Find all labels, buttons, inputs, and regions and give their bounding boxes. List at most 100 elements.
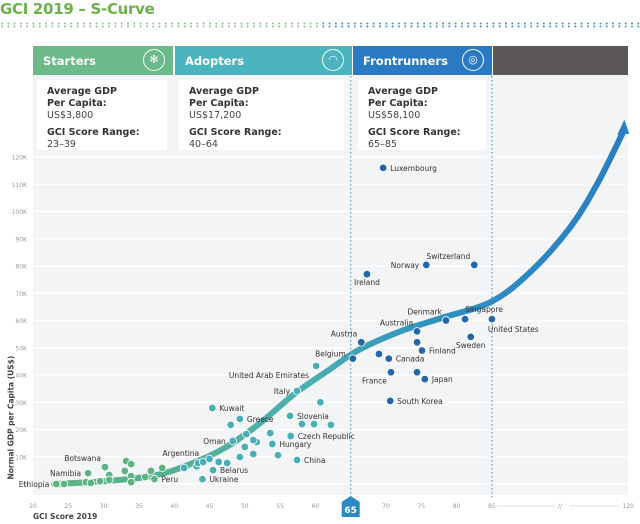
data-point bbox=[273, 450, 283, 460]
divider-dot bbox=[32, 25, 35, 28]
point-label: Switzerland bbox=[427, 252, 471, 261]
divider-dot bbox=[19, 25, 22, 28]
divider-dot bbox=[208, 22, 211, 25]
divider-dot bbox=[114, 25, 117, 28]
data-point bbox=[226, 420, 235, 430]
divider-dot bbox=[353, 25, 356, 28]
data-point bbox=[83, 468, 93, 478]
x-tick-label: 45 bbox=[206, 503, 214, 510]
divider-dot bbox=[177, 22, 180, 25]
divider-dot bbox=[517, 25, 520, 28]
divider-dot bbox=[227, 25, 230, 28]
stage-info-adopters: Average GDP Per Capita: US$17,200 GCI Scor… bbox=[179, 80, 344, 150]
divider-dot bbox=[379, 25, 381, 28]
data-point bbox=[120, 466, 129, 476]
divider-dot bbox=[416, 25, 419, 28]
data-point bbox=[285, 411, 295, 421]
y-tick-label: 0 bbox=[23, 482, 27, 489]
divider-dot bbox=[322, 22, 325, 25]
divider-dot bbox=[202, 22, 205, 25]
divider-dot bbox=[70, 22, 73, 25]
divider-dot bbox=[76, 25, 79, 28]
data-point bbox=[126, 459, 136, 469]
y-tick-label: 60K bbox=[15, 318, 28, 325]
x-tick-label: 70 bbox=[382, 503, 390, 510]
divider-dot bbox=[397, 25, 400, 28]
point-label: Slovenia bbox=[297, 412, 329, 421]
divider-dot bbox=[215, 25, 218, 28]
divider-dot bbox=[416, 22, 419, 25]
data-point bbox=[470, 260, 479, 270]
divider-dot bbox=[171, 25, 174, 28]
data-point bbox=[386, 368, 396, 377]
divider-dot bbox=[265, 22, 268, 25]
point-label: Canada bbox=[396, 355, 425, 364]
divider-dot bbox=[448, 25, 451, 28]
divider-dot bbox=[328, 22, 331, 25]
divider-dot bbox=[605, 22, 608, 25]
divider-dot bbox=[57, 25, 60, 28]
x-tick-label: 120 bbox=[622, 503, 634, 510]
y-tick-label: 40K bbox=[15, 373, 28, 380]
divider-dot bbox=[631, 22, 633, 25]
stage-header-frontrunners: Frontrunners ◎ bbox=[353, 46, 492, 75]
divider-dot bbox=[177, 25, 180, 28]
divider-dot bbox=[1, 25, 3, 28]
divider-dot bbox=[278, 22, 281, 25]
divider-dot bbox=[64, 25, 66, 28]
divider-dot bbox=[637, 22, 640, 25]
divider-dot bbox=[586, 25, 589, 28]
divider-dot bbox=[45, 22, 48, 25]
data-point bbox=[292, 455, 302, 465]
divider-dot bbox=[309, 25, 312, 28]
data-point bbox=[420, 374, 430, 384]
divider-dot bbox=[372, 25, 375, 28]
divider-dot bbox=[360, 25, 363, 28]
divider-dot bbox=[536, 22, 539, 25]
divider-dot bbox=[517, 22, 520, 25]
data-point bbox=[146, 466, 156, 476]
divider-dot bbox=[145, 25, 148, 28]
divider-dot bbox=[448, 22, 451, 25]
data-point bbox=[242, 429, 251, 439]
point-label: Singapore bbox=[465, 305, 503, 314]
data-point bbox=[235, 414, 245, 424]
divider-dot bbox=[486, 22, 489, 25]
divider-dot bbox=[171, 22, 174, 25]
data-point bbox=[316, 398, 325, 407]
divider-dot bbox=[328, 25, 331, 28]
divider-dot bbox=[38, 25, 41, 28]
divider-dot bbox=[7, 22, 10, 25]
divider-dot bbox=[13, 25, 16, 28]
data-point bbox=[52, 479, 61, 489]
data-point bbox=[487, 314, 497, 324]
stage-name: Starters bbox=[43, 54, 97, 68]
divider-dot bbox=[202, 25, 205, 28]
divider-dot bbox=[593, 22, 596, 25]
divider-dot bbox=[423, 25, 426, 28]
data-point bbox=[126, 477, 136, 487]
divider-dot bbox=[561, 22, 564, 25]
divider-dot bbox=[208, 25, 211, 28]
divider-dot bbox=[240, 22, 243, 25]
point-label: Luxembourg bbox=[390, 164, 437, 173]
divider-dot bbox=[271, 25, 274, 28]
data-point bbox=[348, 354, 358, 363]
divider-dot bbox=[101, 22, 104, 25]
divider-dot bbox=[429, 22, 432, 25]
data-point bbox=[222, 458, 232, 468]
point-label: Austria bbox=[331, 329, 358, 338]
divider-dot bbox=[145, 22, 148, 25]
data-point bbox=[214, 457, 223, 467]
divider-dot bbox=[429, 25, 432, 28]
point-label: Ireland bbox=[354, 278, 380, 287]
divider-dot bbox=[158, 25, 161, 28]
point-label: Kuwait bbox=[219, 404, 244, 413]
data-point bbox=[150, 474, 159, 484]
divider-dot bbox=[127, 22, 129, 25]
divider-dot bbox=[259, 25, 262, 28]
divider-dot bbox=[505, 22, 507, 25]
divider-dot bbox=[38, 22, 41, 25]
divider-dot bbox=[253, 22, 255, 25]
divider-dot bbox=[511, 22, 514, 25]
